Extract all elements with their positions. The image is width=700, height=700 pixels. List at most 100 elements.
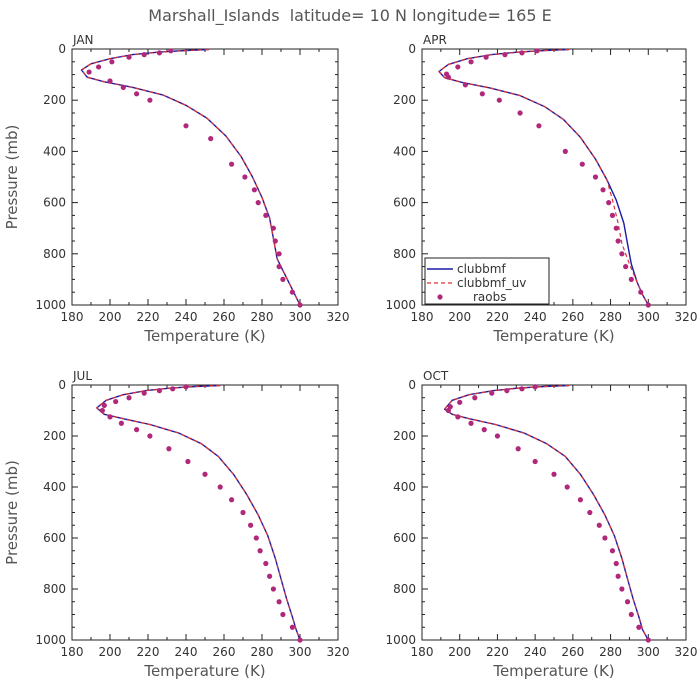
panel-jan-raobs-point (255, 200, 261, 206)
panel-apr-raobs-point (534, 48, 540, 54)
panel-apr-raobs-point (615, 238, 621, 244)
panel-jan-y-tick-label: 1000 (35, 298, 66, 312)
panel-apr-x-tick-label: 240 (524, 310, 547, 324)
panel-oct-raobs-point (645, 637, 651, 643)
panel-jul-raobs-point (229, 497, 235, 503)
legend-label-clubbmf-uv: clubbmf_uv (457, 276, 526, 290)
panel-jul-x-tick-label: 300 (289, 645, 312, 659)
panel-apr-y-tick-label: 800 (393, 247, 416, 261)
panel-apr-raobs-point (483, 54, 489, 60)
panel-jul-raobs-point (170, 386, 176, 392)
panel-apr-raobs-point (468, 59, 474, 65)
panel-jan-y-tick-label: 600 (43, 196, 66, 210)
panel-jul-y-axis-label: Pressure (mb) (3, 460, 21, 565)
panel-oct-raobs-point (609, 548, 616, 554)
panel-jan-clubbmf-line (80, 48, 301, 306)
panel-apr-label: APR (423, 33, 447, 47)
panel-jul-frame (71, 384, 339, 641)
panel-oct-frame (421, 384, 687, 641)
panel-apr-raobs-point (479, 91, 485, 97)
panel-apr-y-tick-label: 0 (408, 42, 416, 56)
panel-apr-raobs-point (613, 225, 619, 231)
panel-jan-raobs-point (229, 161, 235, 167)
panel-oct-raobs-point (472, 395, 478, 401)
panel-jan-raobs-point (96, 64, 102, 70)
panel-apr-raobs-point (592, 174, 599, 180)
panel-oct-raobs-point (602, 535, 608, 541)
panel-jan-raobs-point (280, 276, 286, 282)
panel-jul-raobs-point (113, 398, 119, 405)
panel-oct-x-tick-label: 240 (524, 645, 547, 659)
panel-apr-x-tick-label: 260 (561, 310, 584, 324)
panel-jan-raobs-point (147, 97, 153, 103)
panel-oct-x-tick-label: 180 (411, 645, 434, 659)
panel-apr-raobs-point (600, 187, 606, 193)
panel-jan-raobs-point (263, 212, 269, 218)
legend-label-clubbmf: clubbmf (457, 262, 506, 276)
panel-oct-clubbmf-uv-line (444, 384, 649, 641)
panel-jan-raobs-point (126, 54, 132, 60)
panel-oct-x-tick-label: 220 (486, 645, 509, 659)
panel-oct-raobs-point (519, 386, 525, 392)
panel-oct-raobs-point (577, 497, 584, 503)
panel-oct-x-axis-label: Temperature (K) (492, 662, 614, 680)
panel-oct-raobs-point (455, 414, 461, 420)
panel-oct-y-tick-label: 0 (408, 378, 416, 392)
figure-title: Marshall_Islands latitude= 10 N longitud… (148, 6, 551, 26)
panel-jan-y-tick-label: 200 (43, 93, 66, 107)
panel-jul-raobs-point (101, 402, 107, 408)
panel-jul-y-tick-label: 600 (43, 531, 66, 545)
panel-jan-x-tick-label: 280 (251, 310, 274, 324)
panel-jul-x-tick-label: 280 (251, 645, 274, 659)
panel-oct-x-tick-label: 280 (599, 645, 622, 659)
panel-oct-label: OCT (423, 369, 449, 383)
panel-apr-x-tick-label: 280 (599, 310, 622, 324)
panel-jul-x-tick-label: 220 (137, 645, 160, 659)
panel-apr-y-tick-label: 600 (393, 196, 416, 210)
panel-jan-y-axis-label: Pressure (mb) (3, 125, 21, 230)
panel-jul-y-tick-label: 800 (43, 582, 66, 596)
panel-jan-x-tick-label: 200 (99, 310, 122, 324)
panel-jul-raobs-point (267, 573, 273, 579)
panel-oct-raobs-point (468, 420, 474, 426)
panel-oct-x-tick-label: 200 (448, 645, 471, 659)
panel-jan-x-tick-label: 240 (175, 310, 198, 324)
panel-oct-raobs-point (532, 384, 538, 390)
panel-jan-raobs-point (183, 123, 189, 129)
panel-jan-raobs-point (120, 84, 126, 90)
panel-jan-y-tick-label: 0 (58, 42, 66, 56)
panel-jul-raobs-point (126, 395, 132, 401)
panel-apr-raobs-point (609, 212, 616, 218)
panel-oct-raobs-point (613, 560, 619, 567)
panel-oct-raobs-point (564, 484, 570, 490)
panel-oct-x-tick-label: 320 (675, 645, 698, 659)
panel-apr-raobs-point (623, 264, 629, 270)
panel-apr-x-tick-label: 300 (637, 310, 660, 324)
panel-oct-raobs-point (619, 586, 625, 592)
panel-jul-raobs-point (297, 637, 303, 643)
panel-jul-raobs-point (270, 586, 276, 592)
panel-oct-raobs-point (481, 427, 487, 433)
panel-apr-y-tick-label: 400 (393, 144, 416, 158)
panel-jan-raobs-point (276, 264, 282, 270)
panel-apr-y-tick-label: 1000 (385, 298, 416, 312)
panel-apr-clubbmf-uv-line (438, 48, 649, 306)
panel-jul-y-tick-label: 200 (43, 429, 66, 443)
panel-jan-raobs-point (168, 48, 174, 54)
panel-jan-x-tick-label: 260 (213, 310, 236, 324)
panel-jan-raobs-point (242, 174, 248, 180)
panel-oct-clubbmf-line (443, 384, 649, 641)
panel-apr-raobs-point (502, 52, 508, 58)
panel-jul-raobs-point (202, 471, 208, 477)
panel-jul-raobs-point (147, 433, 153, 439)
panel-jan-raobs-point (297, 302, 303, 308)
panel-jul-x-axis-label: Temperature (K) (143, 662, 265, 680)
panel-jul-raobs-point (134, 427, 140, 433)
panel-apr-raobs-point (462, 82, 468, 88)
panel-oct-y-tick-label: 400 (393, 480, 416, 494)
panel-jul-raobs-point (99, 407, 105, 414)
panel-jan-y-tick-label: 400 (43, 144, 66, 158)
panel-jan-raobs-point (289, 289, 295, 295)
panel-apr-x-axis-label: Temperature (K) (492, 327, 614, 345)
